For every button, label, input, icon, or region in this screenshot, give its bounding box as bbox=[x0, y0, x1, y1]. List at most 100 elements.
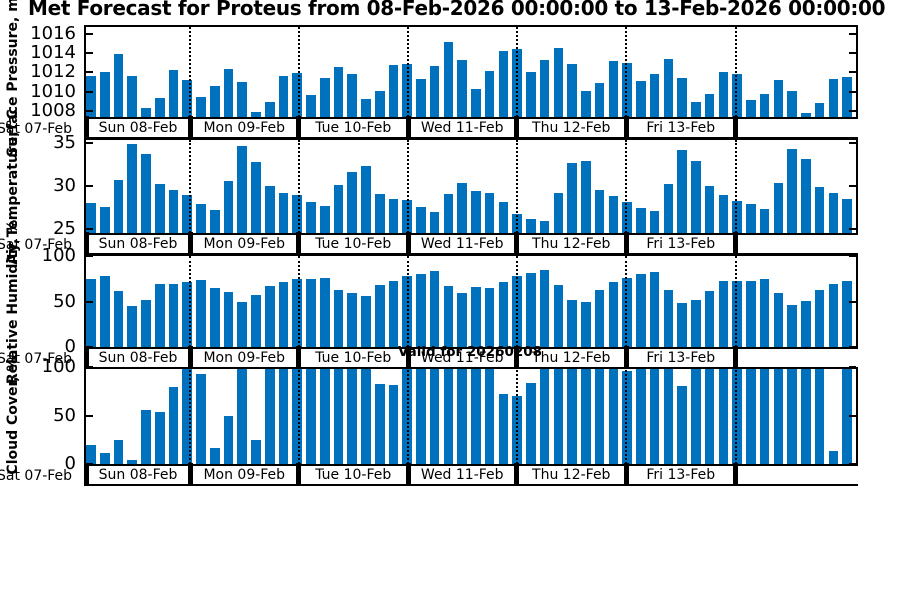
bar bbox=[636, 81, 646, 117]
bar bbox=[773, 293, 784, 347]
day-label: Sun 08-Feb bbox=[98, 120, 178, 136]
bar bbox=[691, 299, 701, 347]
bar bbox=[539, 269, 550, 347]
bar bbox=[154, 183, 165, 233]
y-tick-right bbox=[849, 300, 856, 303]
bar bbox=[691, 367, 701, 464]
bar bbox=[608, 60, 619, 117]
bar bbox=[539, 59, 550, 117]
y-tick-right bbox=[849, 142, 856, 145]
bar bbox=[539, 367, 550, 464]
bar bbox=[209, 448, 220, 464]
bar bbox=[718, 71, 729, 117]
bar bbox=[333, 185, 344, 233]
bar bbox=[196, 96, 206, 117]
bar bbox=[457, 59, 467, 117]
day-gridline bbox=[625, 27, 627, 117]
bar bbox=[718, 281, 729, 347]
bar bbox=[484, 70, 495, 117]
bar bbox=[594, 367, 605, 464]
day-label: Mon 09-Feb bbox=[203, 120, 286, 136]
bar bbox=[553, 48, 564, 117]
bar bbox=[361, 165, 371, 233]
bar bbox=[484, 192, 495, 233]
day-boundary-mark bbox=[296, 232, 301, 255]
bar bbox=[182, 80, 193, 117]
bar bbox=[801, 113, 811, 117]
bar bbox=[457, 293, 467, 347]
day-label: Mon 09-Feb bbox=[203, 350, 286, 366]
bar bbox=[594, 189, 605, 233]
bar bbox=[732, 367, 742, 464]
bar bbox=[237, 301, 248, 347]
bar bbox=[429, 367, 440, 464]
left-edge-day-label: Sat 07-Feb bbox=[0, 237, 73, 253]
bar bbox=[278, 192, 289, 233]
bar bbox=[374, 383, 385, 464]
y-tick-right bbox=[849, 52, 856, 55]
day-boundary-mark bbox=[733, 463, 738, 486]
bar bbox=[306, 278, 316, 347]
day-boundary-mark bbox=[733, 116, 738, 139]
day-boundary-mark bbox=[187, 463, 193, 486]
bar bbox=[127, 306, 138, 347]
bar bbox=[237, 367, 248, 464]
bar bbox=[759, 93, 770, 117]
bar bbox=[278, 367, 289, 464]
bar bbox=[182, 195, 193, 233]
y-tick-left bbox=[86, 255, 93, 257]
day-boundary-mark bbox=[623, 232, 629, 255]
bar bbox=[443, 286, 454, 347]
bar bbox=[306, 202, 316, 233]
bar bbox=[154, 411, 165, 464]
bar bbox=[746, 204, 756, 233]
bar bbox=[86, 444, 96, 464]
bar bbox=[127, 144, 138, 233]
bar bbox=[718, 367, 729, 464]
bar bbox=[127, 460, 138, 464]
y-tick-left bbox=[86, 32, 93, 35]
day-label: Fri 13-Feb bbox=[646, 120, 716, 136]
bar bbox=[86, 203, 96, 233]
bar bbox=[608, 282, 619, 347]
day-gridline bbox=[407, 367, 409, 464]
bar bbox=[374, 90, 385, 117]
bar bbox=[333, 367, 344, 464]
day-boundary-mark bbox=[187, 346, 193, 369]
day-boundary-mark bbox=[405, 116, 411, 139]
bar bbox=[168, 387, 179, 464]
bar bbox=[347, 74, 357, 117]
left-edge-day-label: Sat 07-Feb bbox=[0, 351, 73, 367]
bar bbox=[773, 80, 784, 117]
y-tick-right bbox=[849, 110, 856, 113]
day-boundary-mark bbox=[296, 116, 301, 139]
y-tick-label: 25 bbox=[53, 217, 76, 239]
day-gridline bbox=[734, 256, 737, 347]
bar bbox=[278, 76, 289, 117]
bar bbox=[443, 42, 454, 117]
bar bbox=[429, 211, 440, 233]
day-gridline bbox=[734, 367, 737, 464]
day-gridline bbox=[407, 256, 409, 347]
bar bbox=[333, 289, 344, 347]
plot-panel-3 bbox=[84, 365, 858, 466]
bar bbox=[471, 88, 481, 117]
bar bbox=[842, 77, 852, 117]
y-tick-label: 0 bbox=[64, 453, 76, 474]
bar bbox=[704, 367, 715, 464]
bar bbox=[608, 196, 619, 233]
day-gridline bbox=[297, 27, 300, 117]
bar bbox=[498, 394, 509, 464]
bar bbox=[759, 367, 770, 464]
day-gridline bbox=[189, 140, 191, 233]
day-gridline bbox=[625, 367, 627, 464]
y-tick-label: 50 bbox=[53, 404, 76, 426]
bar bbox=[209, 287, 220, 347]
left-edge-day-label: Sat 07-Feb bbox=[0, 121, 73, 137]
day-label: Wed 11-Feb bbox=[420, 236, 504, 252]
bar bbox=[814, 367, 825, 464]
day-label: Thu 12-Feb bbox=[532, 236, 611, 252]
y-tick-left bbox=[86, 185, 93, 188]
bar bbox=[154, 284, 165, 347]
